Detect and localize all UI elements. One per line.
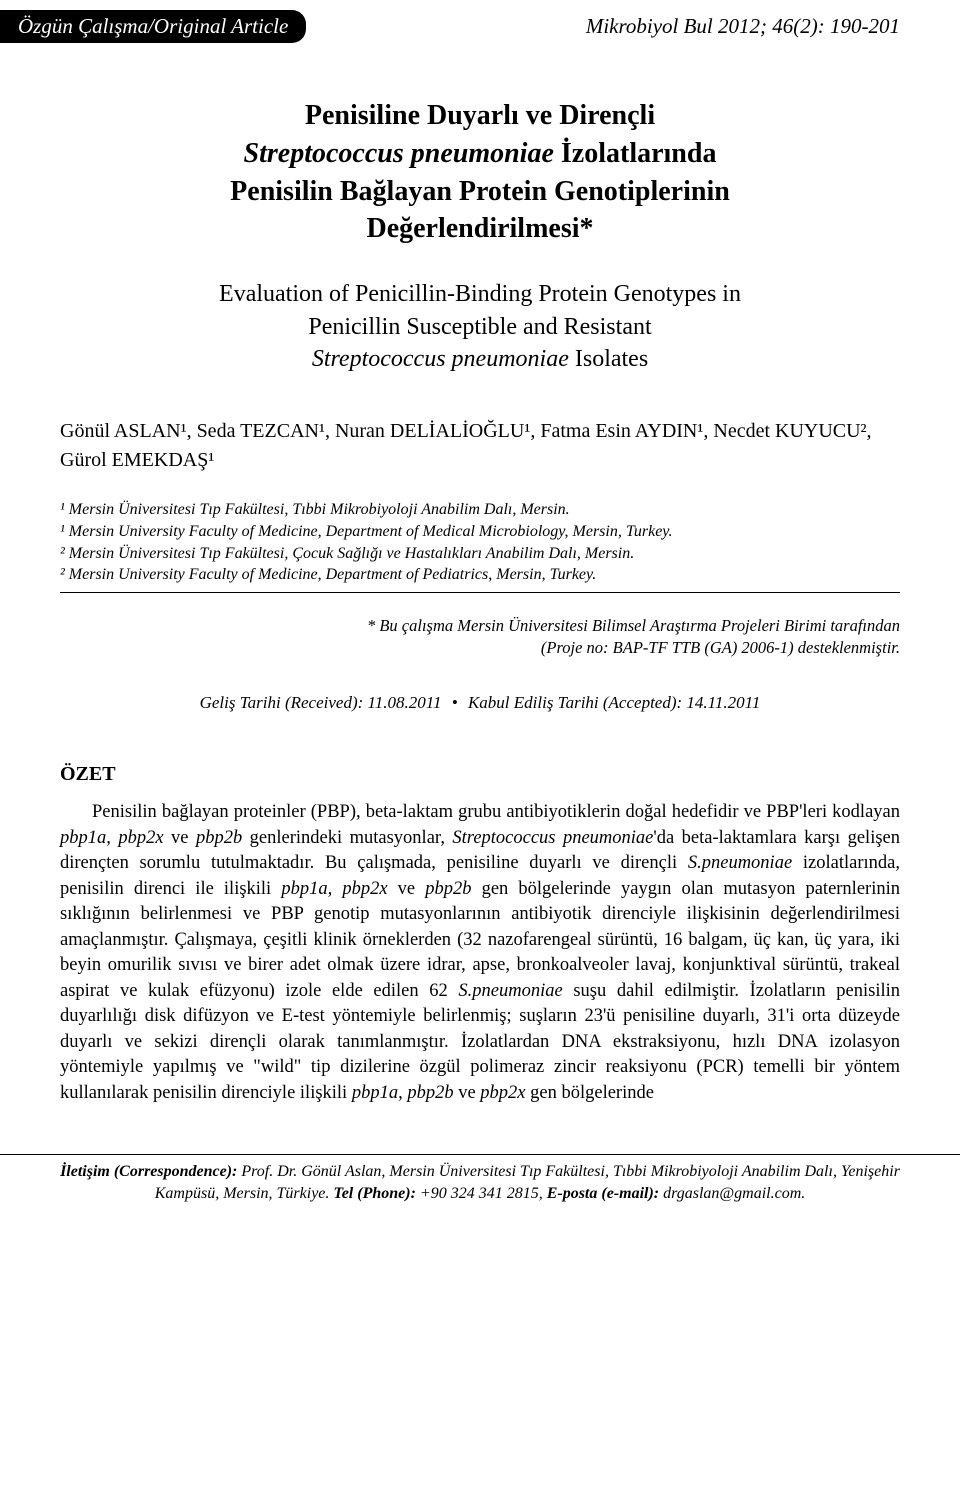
article-dates: Geliş Tarihi (Received): 11.08.2011 • Ka…: [60, 693, 900, 713]
abstract-text-2: ve: [164, 828, 196, 848]
article-type-badge: Özgün Çalışma/Original Article: [0, 10, 306, 43]
affiliation-2-tr: ² Mersin Üniversitesi Tıp Fakültesi, Çoc…: [60, 543, 900, 565]
abstract-text-6: ve: [388, 879, 426, 899]
affiliation-2-en: ² Mersin University Faculty of Medicine,…: [60, 564, 900, 586]
subtitle-line1: Evaluation of Penicillin-Binding Protein…: [219, 281, 741, 307]
email-label: E-posta (e-mail):: [547, 1185, 663, 1202]
title-line1: Penisiline Duyarlı ve Dirençli: [305, 100, 655, 131]
affiliation-1-en: ¹ Mersin University Faculty of Medicine,…: [60, 521, 900, 543]
species-ital-3: S.pneumoniae: [458, 981, 562, 1001]
gene-ital-6: pbp2x: [480, 1083, 525, 1103]
article-title-english: Evaluation of Penicillin-Binding Protein…: [60, 278, 900, 375]
accepted-date: Kabul Ediliş Tarihi (Accepted): 14.11.20…: [468, 693, 760, 712]
affiliations: ¹ Mersin Üniversitesi Tıp Fakültesi, Tıb…: [60, 499, 900, 592]
funding-line2: (Proje no: BAP-TF TTB (GA) 2006-1) deste…: [541, 638, 900, 657]
subtitle-line2: Penicillin Susceptible and Resistant: [308, 314, 651, 340]
species-ital-1: Streptococcus pneumoniae: [452, 828, 653, 848]
funding-line1: * Bu çalışma Mersin Üniversitesi Bilimse…: [367, 616, 900, 635]
tel-label: Tel (Phone):: [333, 1185, 420, 1202]
gene-ital-1: pbp1a, pbp2x: [60, 828, 164, 848]
gene-ital-3: pbp1a, pbp2x: [281, 879, 387, 899]
subtitle-species: Streptococcus pneumoniae: [312, 346, 569, 372]
abstract-text-10: gen bölgelerinde: [526, 1083, 654, 1103]
bullet-separator: •: [452, 693, 458, 712]
title-line2b: İzolatlarında: [554, 138, 717, 169]
abstract-text: Penisilin bağlayan proteinler (PBP), bet…: [92, 802, 900, 822]
author-list: Gönül ASLAN¹, Seda TEZCAN¹, Nuran DELİAL…: [60, 417, 900, 475]
article-type-label: Özgün Çalışma/Original Article: [18, 14, 288, 38]
affiliation-1-tr: ¹ Mersin Üniversitesi Tıp Fakültesi, Tıb…: [60, 499, 900, 521]
gene-ital-4: pbp2b: [425, 879, 471, 899]
page-content: Penisiline Duyarlı ve Dirençli Streptoco…: [0, 97, 960, 1106]
email-address: drgaslan@gmail.com.: [663, 1185, 805, 1202]
gene-ital-5: pbp1a, pbp2b: [352, 1083, 454, 1103]
funding-note: * Bu çalışma Mersin Üniversitesi Bilimse…: [60, 615, 900, 660]
gene-ital-2: pbp2b: [196, 828, 242, 848]
article-title-turkish: Penisiline Duyarlı ve Dirençli Streptoco…: [60, 97, 900, 248]
species-ital-2: S.pneumoniae: [688, 853, 792, 873]
abstract-heading: ÖZET: [60, 763, 900, 786]
title-line3: Penisilin Bağlayan Protein Genotiplerini…: [230, 176, 730, 207]
correspondence-footer: İletişim (Correspondence): Prof. Dr. Gön…: [0, 1154, 960, 1224]
journal-reference: Mikrobiyol Bul 2012; 46(2): 190-201: [586, 14, 900, 39]
abstract-body: Penisilin bağlayan proteinler (PBP), bet…: [60, 800, 900, 1106]
tel-number: +90 324 341 2815,: [420, 1185, 547, 1202]
received-date: Geliş Tarihi (Received): 11.08.2011: [200, 693, 442, 712]
header-bar: Özgün Çalışma/Original Article Mikrobiyo…: [0, 0, 960, 49]
title-species: Streptococcus pneumoniae: [244, 138, 554, 169]
title-line4: Değerlendirilmesi*: [366, 213, 593, 244]
abstract-text-3: genlerindeki mutasyonlar,: [242, 828, 452, 848]
subtitle-line3b: Isolates: [569, 346, 648, 372]
abstract-text-9: ve: [454, 1083, 481, 1103]
correspondence-label: İletişim (Correspondence):: [60, 1163, 241, 1180]
